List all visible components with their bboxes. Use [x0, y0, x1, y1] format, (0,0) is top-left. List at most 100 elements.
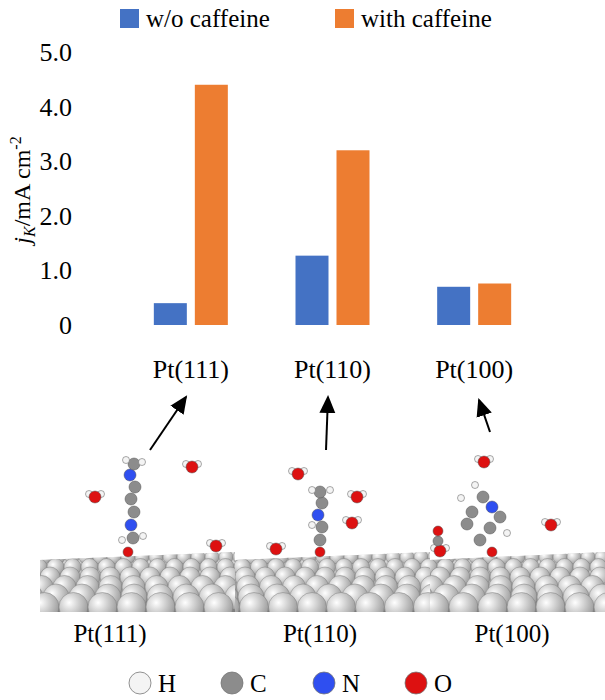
pt-atom: [507, 593, 536, 622]
arrow: [326, 397, 328, 450]
atom-legend-label: C: [250, 670, 267, 697]
atom: [504, 530, 511, 537]
pt-atom: [356, 593, 385, 622]
pt-atom: [536, 593, 565, 622]
y-axis-label: jK/mA cm-2: [7, 136, 38, 246]
panel-label: Pt(100): [475, 620, 550, 648]
atom: [434, 545, 446, 557]
pt-atom: [146, 593, 175, 622]
atom: [472, 482, 479, 489]
pt-atom: [217, 559, 234, 576]
arrow: [479, 400, 490, 432]
atom-legend-swatch: [221, 672, 243, 694]
atom-legend-label: O: [434, 670, 452, 697]
y-tick-label: 1.0: [40, 256, 73, 285]
pt-atom: [420, 593, 449, 622]
atom: [125, 519, 137, 531]
legend-label: w/o caffeine: [146, 5, 270, 32]
y-tick: [116, 215, 120, 216]
pt-atom: [218, 550, 232, 564]
slab: [211, 548, 447, 622]
atom-legend-swatch: [129, 672, 151, 694]
legend-swatch: [335, 9, 354, 28]
pt-atom: [211, 593, 240, 622]
atom: [484, 522, 496, 534]
page: 01.02.03.04.05.0jK/mA cm-2Pt(111)Pt(110)…: [0, 0, 605, 700]
atom: [128, 506, 140, 518]
atom: [314, 486, 326, 498]
atom: [270, 543, 282, 555]
atom: [494, 511, 506, 523]
y-tick-label: 5.0: [40, 38, 73, 67]
y-tick: [116, 325, 120, 326]
atom: [316, 521, 328, 533]
figure: 01.02.03.04.05.0jK/mA cm-2Pt(111)Pt(110)…: [0, 0, 605, 700]
y-label-sup: -2: [7, 136, 24, 149]
atom: [316, 497, 328, 509]
atom: [314, 534, 326, 546]
atom: [139, 459, 146, 466]
pt-atom: [407, 584, 433, 610]
panel-label: Pt(110): [283, 620, 357, 648]
pt-atom: [88, 593, 117, 622]
pt-atom: [17, 584, 43, 610]
atom: [478, 456, 490, 468]
pt-atom: [327, 593, 356, 622]
atom: [487, 547, 497, 557]
atom: [125, 493, 137, 505]
atom: [128, 458, 140, 470]
pt-atom: [175, 593, 204, 622]
pt-atom: [385, 593, 414, 622]
pt-atom: [449, 593, 478, 622]
y-tick: [116, 52, 120, 53]
pt-atom: [30, 593, 59, 622]
pt-atom: [215, 567, 235, 587]
atom: [466, 506, 478, 518]
bar: [296, 256, 329, 325]
bar: [154, 303, 187, 325]
pt-atom: [565, 593, 594, 622]
pt-atom: [214, 576, 237, 599]
y-tick-label: 3.0: [40, 147, 73, 176]
pt-atom: [594, 593, 605, 622]
atom: [474, 534, 486, 546]
atom: [351, 491, 363, 503]
atom: [486, 501, 498, 513]
y-tick-label: 2.0: [40, 202, 73, 231]
atom: [458, 495, 465, 502]
atom: [309, 522, 316, 529]
bar: [478, 284, 511, 325]
y-label-main: j: [9, 237, 35, 247]
pt-atom: [212, 584, 238, 610]
atom: [461, 518, 473, 530]
pt-atom: [59, 593, 88, 622]
atom-legend-swatch: [405, 672, 427, 694]
y-label-unit: /mA cm: [9, 149, 35, 226]
category-label: Pt(110): [294, 355, 371, 384]
pt-atom: [20, 567, 40, 587]
bar: [437, 287, 470, 325]
y-tick: [116, 270, 120, 271]
atom: [292, 468, 304, 480]
arrow: [150, 397, 186, 450]
atom: [123, 547, 133, 557]
pt-atom: [23, 550, 37, 564]
bars: [154, 85, 511, 325]
atom: [140, 533, 147, 540]
panel-label: Pt(111): [73, 620, 146, 648]
y-tick: [116, 106, 120, 107]
atom: [89, 491, 101, 503]
atom: [545, 519, 557, 531]
atom: [312, 509, 324, 521]
bar: [337, 150, 370, 325]
bar: [195, 85, 228, 325]
legend-label: with caffeine: [361, 5, 492, 32]
y-tick: [116, 161, 120, 162]
atom-legend-label: H: [158, 670, 176, 697]
atom: [127, 532, 139, 544]
atom: [129, 481, 141, 493]
pt-atom: [240, 593, 269, 622]
pt-atom: [410, 567, 430, 587]
pt-atom: [298, 593, 327, 622]
atom: [309, 487, 316, 494]
